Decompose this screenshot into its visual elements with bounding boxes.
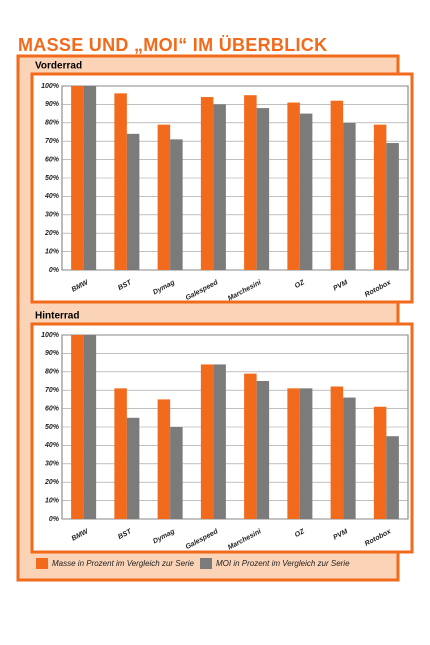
bar [330,100,344,270]
y-tick-label: 80% [45,120,60,127]
bar [83,335,97,519]
y-tick-label: 90% [45,350,60,357]
y-tick-label: 100% [41,332,60,339]
page-title: MASSE UND „MOI“ IM ÜBERBLICK [18,35,327,55]
bar [126,417,140,519]
y-tick-label: 0% [49,516,60,523]
bar [256,381,270,519]
chart-title: Hinterrad [35,311,79,322]
y-tick-label: 60% [45,156,60,163]
x-tick-label: OZ [294,528,307,539]
bar [170,427,183,519]
bar [287,388,300,519]
bar [213,104,226,271]
y-tick-label: 20% [44,230,60,237]
bar [71,335,84,519]
y-tick-label: 0% [49,267,60,274]
bar [71,86,84,270]
y-tick-label: 10% [45,497,60,504]
y-tick-label: 100% [41,83,60,90]
bar [200,364,214,519]
bar [343,122,356,270]
y-tick-label: 30% [45,461,60,468]
bar [114,93,127,270]
bar [386,143,399,270]
bar [373,124,387,270]
legend-label: Masse in Prozent im Vergleich zur Serie [52,559,195,568]
y-tick-label: 40% [44,442,60,449]
y-tick-label: 30% [45,212,60,219]
bar [157,399,171,519]
bar [386,436,399,519]
bar [244,95,257,270]
bar [373,406,387,519]
bar [114,388,127,519]
bar [170,139,183,270]
bar [299,388,313,519]
bar [343,397,356,519]
x-tick-label: OZ [294,279,307,290]
chart-title: Vorderrad [35,61,82,72]
bar [213,364,226,519]
bar [256,108,270,270]
legend-label: MOI in Prozent im Vergleich zur Serie [216,559,350,568]
y-tick-label: 70% [45,387,60,394]
bar [83,86,97,270]
y-tick-label: 60% [45,405,60,412]
legend-swatch [200,558,212,569]
y-tick-label: 50% [45,424,60,431]
bar [126,133,140,270]
bar [244,373,257,519]
bar [157,124,171,270]
y-tick-label: 70% [45,138,60,145]
y-tick-label: 10% [45,248,60,255]
y-tick-label: 50% [45,175,60,182]
y-tick-label: 80% [45,369,60,376]
bar [299,113,313,270]
bar [330,386,344,519]
bar [287,102,300,270]
y-tick-label: 20% [44,479,60,486]
bar [200,97,214,270]
y-tick-label: 90% [45,101,60,108]
y-tick-label: 40% [44,193,60,200]
legend-swatch [36,558,48,569]
